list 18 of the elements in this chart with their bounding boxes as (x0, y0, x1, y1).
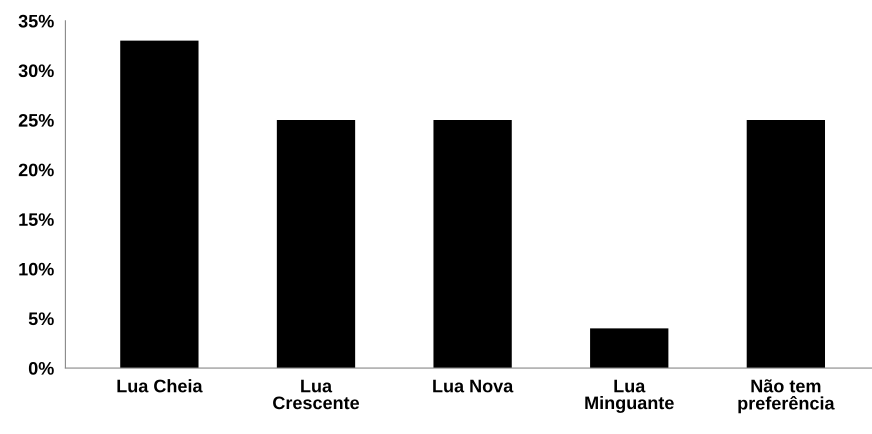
x-tick-label: Lua Minguante (585, 380, 674, 413)
y-tick-label: 0% (28, 362, 54, 375)
y-tick-label: 15% (19, 213, 54, 226)
bar (120, 40, 199, 368)
bar (276, 120, 356, 368)
bar (590, 328, 668, 368)
y-tick-label: 35% (18, 14, 54, 28)
x-tick-label: Lua Crescente (273, 380, 360, 410)
bar (746, 120, 826, 368)
x-tick-label: Não tem preferência (738, 379, 835, 414)
bar (433, 120, 512, 368)
y-tick-label: 10% (19, 262, 54, 276)
y-tick-label: 20% (18, 164, 54, 176)
x-tick-label: Lua Cheia (117, 379, 203, 392)
y-tick-label: 30% (18, 64, 54, 78)
y-tick-label: 25% (18, 114, 54, 127)
y-tick-label: 5% (28, 312, 54, 326)
x-tick-label: Lua Nova (433, 380, 514, 392)
